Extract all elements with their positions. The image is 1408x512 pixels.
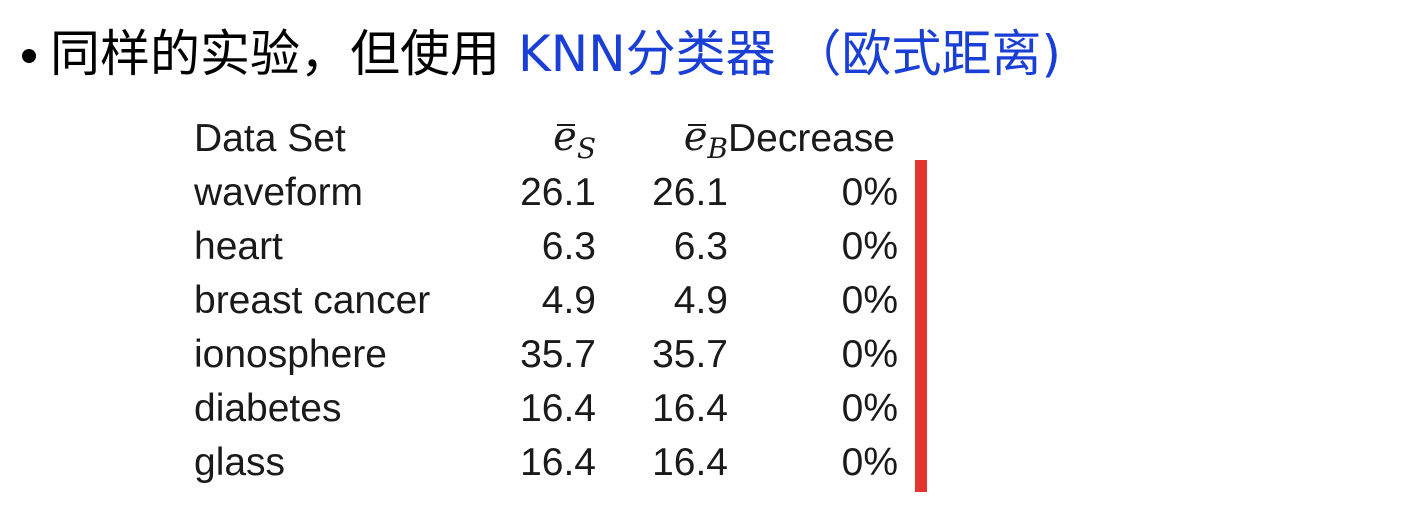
header-data-set: Data Set [194,117,346,160]
title-prefix: 同样的实验，但使用 [50,25,500,83]
e-s-letter: e [553,113,577,160]
e-b-letter: e [683,113,708,160]
cell-e-s: 4.9 [541,279,596,322]
table-header-row: Data Set eS eB Decrease [194,112,898,166]
cell-data-set: breast cancer [194,279,431,322]
cell-decrease: 0% [841,279,898,322]
e-b-subscript: B [707,131,728,165]
cell-e-b: 16.4 [652,387,728,430]
header-decrease: Decrease [728,117,895,160]
cell-decrease: 0% [841,387,898,430]
cell-e-b: 4.9 [673,279,728,322]
cell-e-s: 35.7 [520,333,596,376]
e-s-subscript: S [576,131,596,165]
overline-mark [687,123,706,126]
cell-data-set: glass [194,441,286,484]
cell-e-s: 6.3 [541,225,596,268]
cell-e-b: 35.7 [652,333,728,376]
table-row: glass 16.4 16.4 0% [194,436,898,490]
cell-e-b: 16.4 [652,441,728,484]
slide-title: 同样的实验，但使用 KNN分类器 （欧式距离) [22,14,1061,94]
table-row: breast cancer 4.9 4.9 0% [194,274,898,328]
table-row: heart 6.3 6.3 0% [194,220,898,274]
cell-data-set: diabetes [194,387,342,430]
table-row: ionosphere 35.7 35.7 0% [194,328,898,382]
cell-data-set: heart [194,225,283,268]
cell-e-s: 26.1 [520,171,596,214]
cell-data-set: ionosphere [194,333,387,376]
cell-decrease: 0% [841,333,898,376]
cell-e-s: 16.4 [520,387,596,430]
e-b-symbol: eB [683,113,728,165]
highlight-marker-bar [915,160,927,492]
cell-decrease: 0% [841,225,898,268]
title-highlight: KNN分类器 （欧式距离) [518,25,1061,83]
cell-decrease: 0% [841,171,898,214]
table-row: waveform 26.1 26.1 0% [194,166,898,220]
cell-data-set: waveform [194,171,364,214]
results-table: Data Set eS eB Decrease waveform 26.1 26… [194,112,898,490]
bullet-icon [22,49,36,63]
cell-decrease: 0% [841,441,898,484]
e-s-symbol: eS [553,113,596,165]
header-e-b: eB [596,112,728,166]
table-row: diabetes 16.4 16.4 0% [194,382,898,436]
overline-mark [557,123,576,126]
cell-e-b: 26.1 [652,171,728,214]
cell-e-b: 6.3 [673,225,728,268]
header-e-s: eS [500,112,596,166]
cell-e-s: 16.4 [520,441,596,484]
